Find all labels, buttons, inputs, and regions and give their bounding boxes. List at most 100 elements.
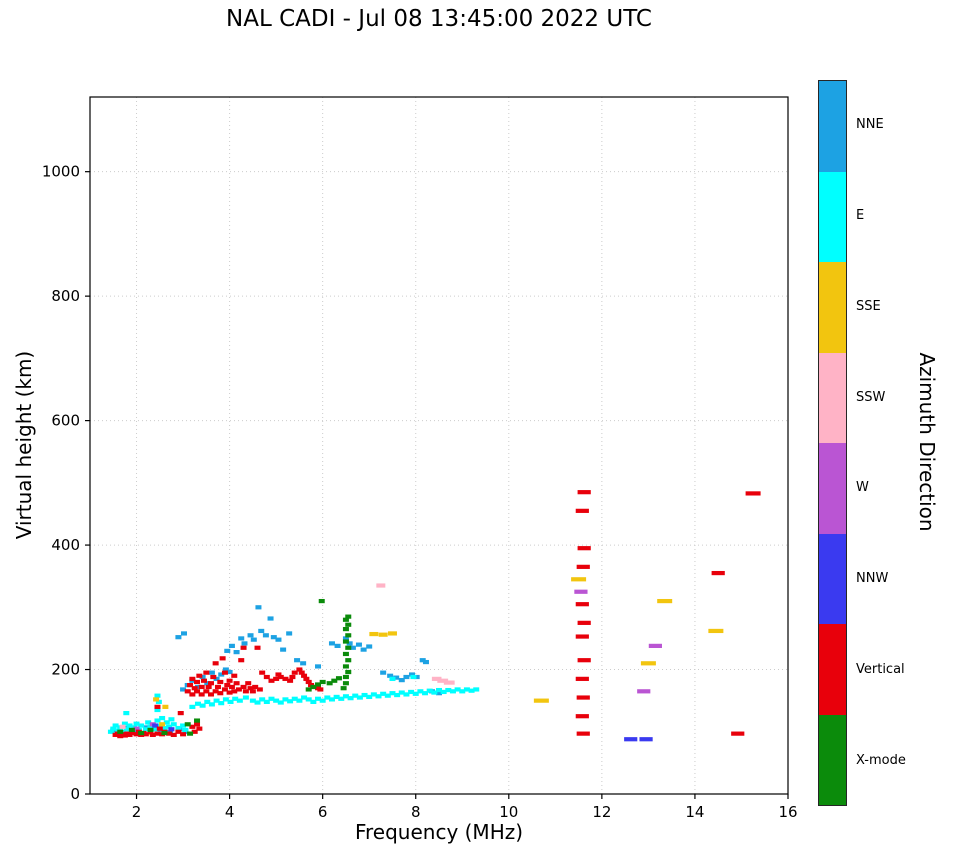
data-point-e (112, 723, 119, 728)
data-point-nne (346, 641, 353, 646)
data-point-vertical (194, 679, 201, 685)
data-point-vertical (287, 678, 294, 683)
data-point-nne (334, 643, 341, 648)
data-point-x-mode (310, 684, 317, 690)
colorbar-segment-vertical (819, 624, 846, 715)
data-point-e (155, 699, 162, 704)
x-tick-label: 10 (499, 803, 518, 821)
colorbar-segment-nnw (819, 533, 846, 624)
data-point-vertical (745, 491, 761, 496)
y-tick-label: 200 (51, 661, 80, 679)
data-point-nnw (168, 727, 175, 732)
data-point-vertical (576, 564, 590, 569)
data-point-vertical (207, 681, 214, 686)
colorbar-label-sse: SSE (856, 298, 881, 314)
data-point-nne (238, 636, 245, 641)
data-point-nne (300, 661, 307, 666)
data-point-x-mode (345, 633, 352, 638)
data-point-e (277, 700, 284, 705)
data-point-e (254, 700, 261, 705)
data-point-x-mode (318, 598, 325, 604)
data-point-vertical (154, 731, 161, 736)
colorbar-segment-ssw (819, 352, 846, 443)
data-point-e (410, 674, 417, 680)
data-point-w (574, 589, 588, 594)
data-point-vertical (217, 691, 224, 696)
data-point-nne (224, 648, 231, 653)
data-point-e (403, 692, 410, 697)
data-point-nne (366, 644, 373, 649)
data-point-nne (398, 678, 405, 683)
data-point-e (473, 687, 480, 692)
data-point-nne (342, 636, 349, 641)
data-point-x-mode (138, 730, 145, 736)
plot-frame (89, 96, 789, 795)
data-point-vertical (252, 684, 259, 690)
data-point-e (227, 699, 234, 704)
data-point-e (249, 698, 256, 703)
data-point-e (394, 692, 401, 698)
data-point-ssw (119, 724, 126, 729)
data-point-e (296, 698, 303, 703)
data-point-e (426, 688, 433, 693)
data-point-vertical (189, 692, 196, 697)
data-point-e (287, 699, 294, 704)
x-tick-label: 2 (132, 803, 142, 821)
data-point-vertical (575, 602, 589, 607)
data-point-x-mode (345, 614, 352, 619)
data-point-e (242, 695, 249, 700)
colorbar-label-nne: NNE (856, 117, 884, 133)
data-point-x-mode (128, 727, 135, 733)
data-point-e (310, 699, 317, 704)
data-point-vertical (305, 679, 312, 685)
data-point-vertical (214, 684, 221, 690)
data-point-sse (153, 697, 160, 702)
data-point-vertical (194, 689, 201, 694)
data-point-nne (393, 675, 400, 680)
data-point-e (389, 691, 396, 696)
data-point-vertical (240, 645, 247, 650)
data-point-vertical (196, 726, 203, 731)
data-point-e (463, 687, 470, 692)
data-point-nne (180, 687, 187, 692)
data-point-x-mode (342, 651, 349, 657)
data-point-nne (380, 670, 387, 675)
data-point-vertical (219, 656, 226, 661)
data-point-e (123, 710, 130, 716)
data-point-x-mode (326, 681, 333, 686)
data-point-vertical (142, 732, 149, 737)
data-point-e (232, 696, 239, 701)
data-point-e (154, 718, 161, 723)
data-point-vertical (203, 689, 210, 694)
colorbar-label-w: W (856, 480, 869, 496)
data-point-vertical (203, 670, 210, 675)
data-point-e (124, 727, 131, 732)
data-point-nne (250, 637, 257, 642)
data-point-e (110, 726, 117, 731)
data-point-vertical (577, 546, 591, 551)
data-point-e (204, 699, 211, 704)
data-point-e (366, 694, 373, 700)
data-point-vertical (166, 731, 173, 736)
data-point-x-mode (342, 674, 349, 680)
data-point-e (291, 696, 298, 701)
data-point-e (142, 727, 149, 732)
data-point-e (213, 698, 220, 703)
data-point-e (449, 689, 456, 694)
data-point-nne (349, 645, 356, 650)
x-tick-label: 6 (318, 803, 328, 821)
y-tick-label: 800 (51, 287, 80, 305)
data-point-vertical (254, 645, 261, 650)
y-tick-label: 0 (70, 785, 80, 803)
data-point-e (417, 689, 424, 694)
data-point-vertical (180, 732, 187, 737)
data-point-sse (708, 628, 724, 634)
data-point-x-mode (345, 658, 352, 663)
y-tick-label: 600 (51, 412, 80, 430)
x-tick-label: 16 (778, 803, 797, 821)
data-point-vertical (189, 676, 196, 681)
data-point-e (147, 724, 154, 729)
data-point-nne (280, 647, 287, 652)
data-point-vertical (298, 670, 305, 675)
data-point-e (389, 676, 396, 681)
